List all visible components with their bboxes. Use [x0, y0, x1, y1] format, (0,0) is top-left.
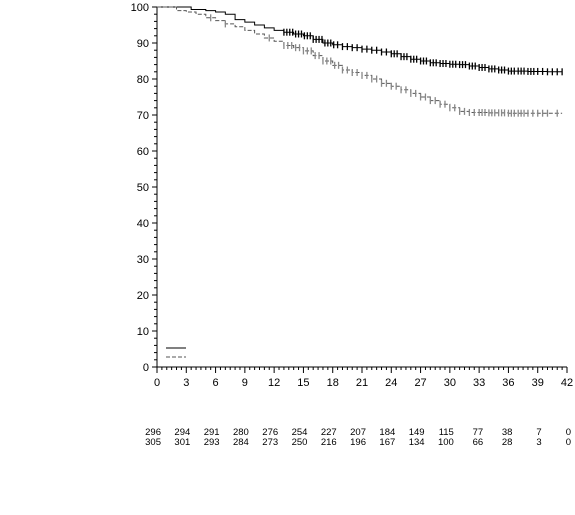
at-risk-row-1-value: 207 — [350, 427, 366, 438]
at-risk-table: 296 294 291 280 276 254 227 207 184 149 115 77 38 7 03… — [145, 427, 571, 448]
at-risk-row-2-value: 167 — [379, 437, 395, 448]
y-tick-label: 10 — [137, 326, 149, 338]
x-tick-label: 18 — [327, 377, 339, 389]
at-risk-row-2-value: 305 — [145, 437, 161, 448]
at-risk-row-2-value: 293 — [204, 437, 220, 448]
at-risk-row-2-value: 216 — [321, 437, 337, 448]
at-risk-row-1-value: 276 — [262, 427, 278, 438]
chart-legend — [166, 347, 186, 358]
y-tick-label: 60 — [137, 146, 149, 158]
x-tick-label: 9 — [242, 377, 248, 389]
at-risk-row-2-value: 134 — [409, 437, 425, 448]
at-risk-row-2-value: 196 — [350, 437, 366, 448]
at-risk-row-2-value: 284 — [233, 437, 249, 448]
y-tick-label: 70 — [137, 110, 149, 122]
plot-area — [157, 6, 563, 117]
y-tick-label: 90 — [137, 38, 149, 50]
at-risk-row-2-value: 301 — [174, 437, 190, 448]
at-risk-row-2-value: 0 — [566, 437, 571, 448]
at-risk-row-1-value: 184 — [379, 427, 395, 438]
at-risk-row-2-value: 250 — [292, 437, 308, 448]
x-tick-label: 39 — [532, 377, 544, 389]
x-tick-label: 24 — [385, 377, 397, 389]
y-tick-label: 30 — [137, 254, 149, 266]
at-risk-row-1-value: 0 — [566, 427, 571, 438]
at-risk-row-1-value: 291 — [204, 427, 220, 438]
at-risk-row-1-value: 280 — [233, 427, 249, 438]
x-tick-label: 30 — [444, 377, 456, 389]
x-tick-label: 15 — [297, 377, 309, 389]
at-risk-row-1-value: 254 — [292, 427, 308, 438]
x-tick-label: 0 — [154, 377, 160, 389]
at-risk-row-1-value: 149 — [409, 427, 425, 438]
at-risk-row-2-value: 273 — [262, 437, 278, 448]
at-risk-row-2-value: 66 — [473, 437, 484, 448]
x-tick-label: 6 — [213, 377, 219, 389]
at-risk-row-2-value: 28 — [502, 437, 513, 448]
y-tick-label: 0 — [143, 362, 149, 374]
at-risk-row-1-value: 38 — [502, 427, 513, 438]
x-tick-label: 27 — [414, 377, 426, 389]
at-risk-row-1-value: 77 — [473, 427, 484, 438]
series-1-line — [157, 6, 563, 73]
x-tick-label: 33 — [473, 377, 485, 389]
y-tick-label: 50 — [137, 182, 149, 194]
at-risk-row-2-value: 100 — [438, 437, 454, 448]
x-tick-label: 12 — [268, 377, 280, 389]
x-tick-label: 21 — [356, 377, 368, 389]
y-tick-label: 20 — [137, 290, 149, 302]
x-tick-label: 36 — [502, 377, 514, 389]
at-risk-row-1-value: 7 — [536, 427, 541, 438]
at-risk-row-1-value: 294 — [174, 427, 190, 438]
series-2-line — [157, 6, 563, 114]
at-risk-row-2-value: 3 — [536, 437, 541, 448]
x-tick-label: 3 — [183, 377, 189, 389]
x-tick-label: 42 — [561, 377, 573, 389]
y-tick-label: 40 — [137, 218, 149, 230]
at-risk-row-1-value: 296 — [145, 427, 161, 438]
at-risk-row-1-value: 115 — [439, 427, 454, 438]
y-tick-label: 80 — [137, 74, 149, 86]
at-risk-row-1-value: 227 — [321, 427, 337, 438]
y-tick-label: 100 — [131, 2, 149, 14]
